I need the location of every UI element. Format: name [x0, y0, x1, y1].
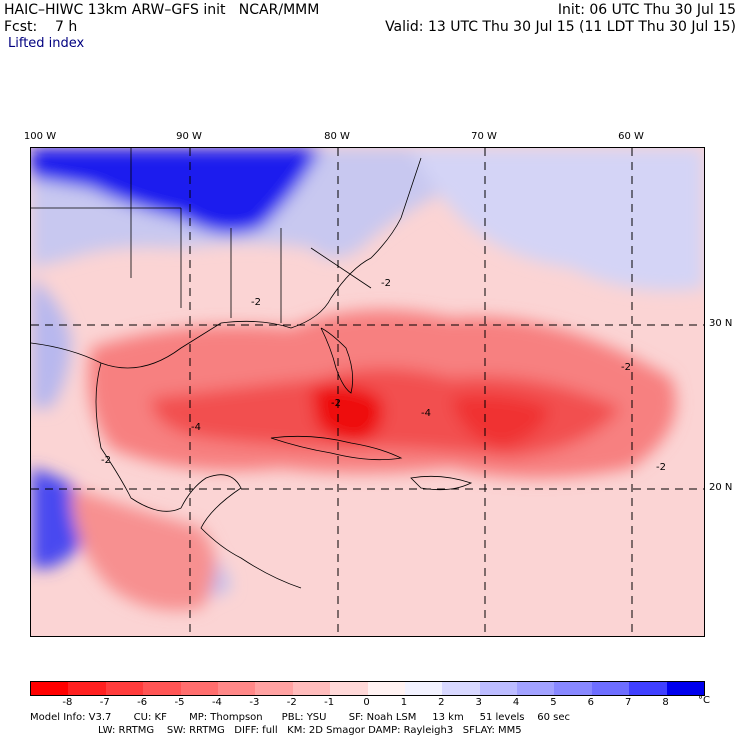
colorbar-swatch — [479, 682, 518, 695]
contour-label: -4 — [191, 422, 201, 433]
lon-label-70w: 70 W — [471, 131, 497, 142]
colorbar-swatch — [591, 682, 630, 695]
colorbar-tick-label: 6 — [587, 697, 595, 708]
colorbar-swatch — [143, 682, 181, 695]
colorbar-tick-label: -5 — [174, 697, 185, 708]
colorbar-tick-label: -3 — [249, 697, 260, 708]
init-time: Init: 06 UTC Thu 30 Jul 15 — [557, 2, 736, 18]
colorbar-tick-label: 2 — [438, 697, 445, 708]
unstable-core-atlantic — [451, 394, 551, 448]
model-info-line2: LW: RRTMG SW: RRTMG DIFF: full KM: 2D Sm… — [98, 725, 522, 736]
lon-label-80w: 80 W — [324, 131, 350, 142]
lat-label-30n: 30 N — [709, 318, 733, 329]
colorbar-tick-label: -4 — [211, 697, 222, 708]
colorbar-tick-label: -8 — [62, 697, 73, 708]
colorbar-tick-label: 4 — [512, 697, 520, 708]
stable-region-texas — [31, 278, 71, 408]
colorbar-swatch — [217, 682, 256, 695]
lat-label-20n: 20 N — [709, 482, 733, 493]
colorbar-swatch — [404, 682, 443, 695]
colorbar-swatch — [554, 682, 592, 695]
colorbar-unit: °C — [698, 695, 710, 706]
contour-label: -4 — [421, 408, 431, 419]
colorbar-tick-label: 0 — [363, 697, 370, 708]
colorbar-tick-label: -2 — [286, 697, 297, 708]
colorbar-swatch — [105, 682, 144, 695]
contour-label: -2 — [101, 455, 111, 466]
contour-label: -2 — [331, 398, 341, 409]
colorbar-swatch — [31, 682, 69, 695]
hispaniola-outline — [410, 475, 473, 491]
colorbar-swatch — [180, 682, 218, 695]
field-name: Lifted index — [8, 36, 85, 51]
map-svg: -2 -2 -2 -4 -2 -2 -4 -2 — [31, 148, 704, 636]
state-borders — [31, 148, 372, 323]
colorbar-swatch — [629, 682, 667, 695]
lon-label-90w: 90 W — [176, 131, 202, 142]
contour-label: -2 — [656, 462, 666, 473]
cuba-outline — [270, 435, 403, 461]
colorbar-tick-label: 1 — [400, 697, 408, 708]
coastlines — [31, 148, 473, 589]
valid-time: Valid: 13 UTC Thu 30 Jul 15 (11 LDT Thu … — [385, 19, 736, 35]
lon-label-60w: 60 W — [618, 131, 644, 142]
contour-label: -2 — [381, 278, 391, 289]
colorbar-tick-label: -1 — [324, 697, 335, 708]
unstable-region-pacific — [71, 488, 216, 611]
lifted-index-map: -2 -2 -2 -4 -2 -2 -4 -2 — [30, 147, 705, 637]
model-info-line1: Model Info: V3.7 CU: KF MP: Thompson PBL… — [30, 712, 570, 723]
colorbar-tick-label: 5 — [550, 697, 557, 708]
colorbar-swatch — [255, 682, 293, 695]
colorbar-swatch — [442, 682, 480, 695]
colorbar-tick-label: -6 — [137, 697, 148, 708]
florida-outline — [320, 327, 354, 394]
colorbar-swatch — [68, 682, 106, 695]
colorbar-tick-label: 7 — [625, 697, 632, 708]
colorbar-swatch — [292, 682, 331, 695]
strongly-unstable-core — [311, 384, 384, 443]
colorbar-swatch — [367, 682, 405, 695]
lon-label-100w: 100 W — [23, 131, 57, 142]
colorbar — [30, 681, 705, 696]
colorbar-tick-label: -7 — [99, 697, 110, 708]
mexico-coastline — [95, 362, 302, 589]
graticule — [31, 148, 704, 636]
forecast-hour: Fcst: 7 h — [4, 19, 78, 35]
colorbar-swatch — [666, 682, 705, 695]
contour-label: -2 — [621, 362, 631, 373]
contour-label: -2 — [251, 297, 261, 308]
colorbar-tick-label: 3 — [475, 697, 482, 708]
stable-region-atlantic — [411, 148, 704, 291]
us-coastline — [31, 157, 422, 369]
colorbar-swatch — [517, 682, 555, 695]
strong-stable-region — [31, 148, 321, 234]
colorbar-swatch — [330, 682, 368, 695]
colorbar-tick-label: 8 — [662, 697, 669, 708]
model-title: HAIC–HIWC 13km ARW–GFS init NCAR/MMM — [4, 2, 320, 18]
